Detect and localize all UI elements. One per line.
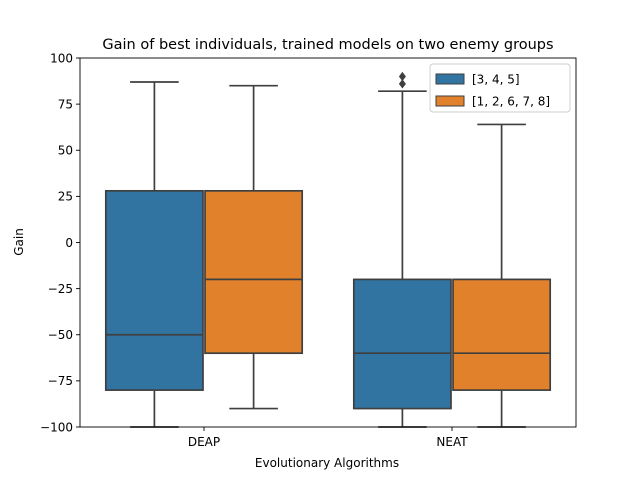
interquartile-box [352, 278, 452, 410]
plot-frame [79, 57, 577, 428]
y-tick-label: 25 [58, 190, 73, 204]
box-deap-series-1 [104, 81, 204, 428]
outlier-point [398, 71, 406, 82]
y-tick-label: 50 [58, 144, 73, 158]
legend-label: [1, 2, 6, 7, 8] [472, 95, 550, 109]
plot-area: −100 −75 −50 −25 0 25 50 75 100 DEAP NEAT [40, 51, 577, 449]
x-tick-label: DEAP [188, 435, 220, 449]
y-tick-label: −50 [48, 328, 73, 342]
legend-label: [3, 4, 5] [472, 73, 520, 87]
box-neat-series-1 [352, 71, 452, 428]
y-tick-label: −100 [40, 420, 73, 434]
box-neat-series-2 [452, 123, 552, 428]
legend-box [429, 63, 571, 113]
legend: [3, 4, 5] [1, 2, 6, 7, 8] [429, 63, 571, 113]
y-tick-label: 0 [65, 236, 73, 250]
x-axis-label: Evolutionary Algorithms [255, 456, 399, 470]
y-tick-label: −25 [48, 282, 73, 296]
interquartile-box [452, 278, 552, 391]
legend-swatch [435, 73, 465, 85]
y-tick-label: −75 [48, 374, 73, 388]
chart-title: Gain of best individuals, trained models… [102, 37, 553, 53]
box-deap-series-2 [204, 84, 304, 410]
interquartile-box [204, 189, 304, 355]
y-tick-label: 75 [58, 97, 73, 111]
x-tick-label: NEAT [436, 435, 468, 449]
y-tick-label: 100 [50, 51, 73, 65]
y-axis-label: Gain [12, 228, 26, 256]
outlier-point [398, 79, 406, 89]
legend-swatch [435, 95, 465, 107]
interquartile-box [104, 189, 204, 391]
